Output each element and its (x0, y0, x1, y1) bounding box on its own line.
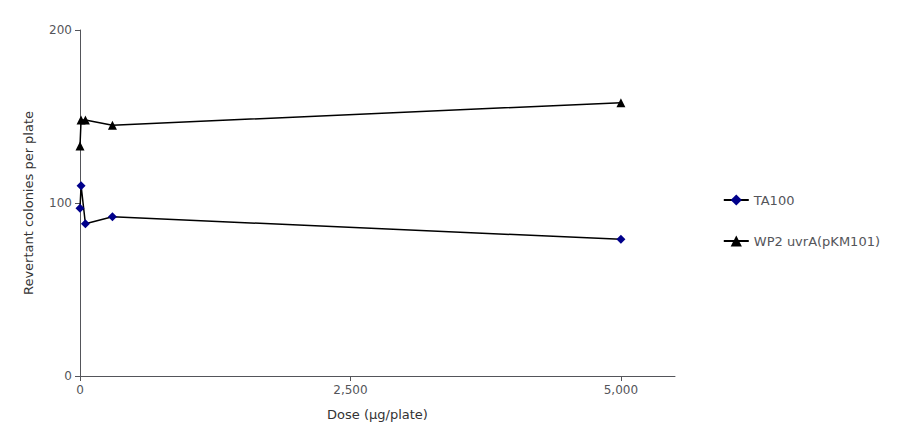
svg-text:200: 200 (49, 23, 72, 37)
svg-text:5,000: 5,000 (604, 383, 638, 397)
svg-text:2,500: 2,500 (333, 383, 367, 397)
svg-text:Dose (μg/plate): Dose (μg/plate) (327, 407, 428, 422)
svg-text:Revertant colonies per plate: Revertant colonies per plate (21, 111, 36, 295)
svg-text:0: 0 (76, 383, 84, 397)
svg-text:100: 100 (49, 196, 72, 210)
svg-text:TA100: TA100 (753, 193, 795, 208)
svg-text:0: 0 (64, 369, 72, 383)
svg-text:WP2 uvrA(pKM101): WP2 uvrA(pKM101) (754, 234, 880, 249)
